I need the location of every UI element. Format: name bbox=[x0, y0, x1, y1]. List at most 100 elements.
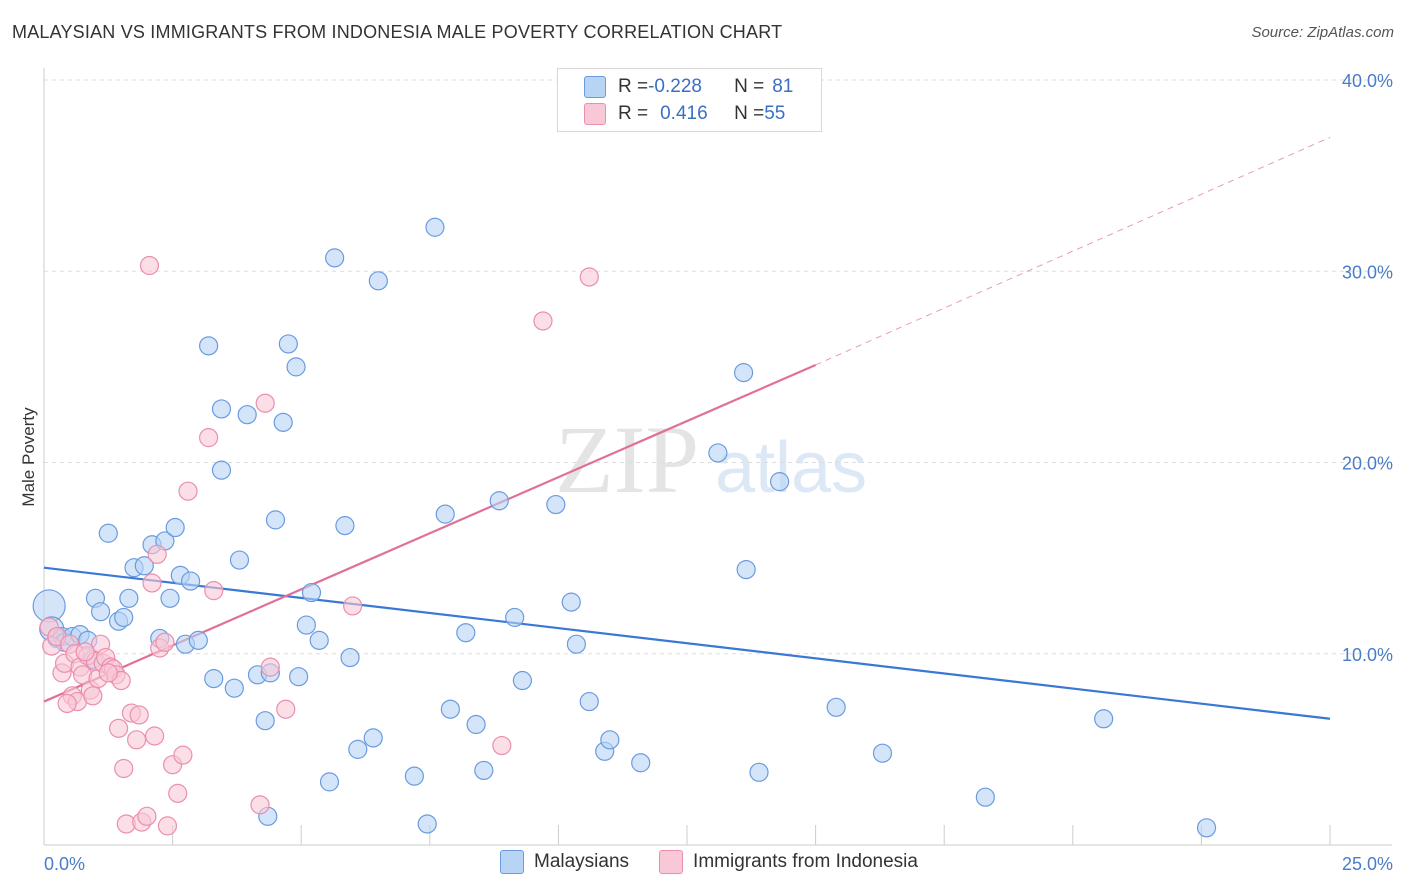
point-malaysians bbox=[119, 588, 139, 608]
point-malaysians bbox=[435, 504, 455, 524]
point-indonesia bbox=[276, 699, 296, 719]
point-malaysians bbox=[505, 607, 525, 628]
point-indonesia bbox=[250, 795, 270, 815]
y-tick-label: 10.0% bbox=[1342, 645, 1393, 665]
point-indonesia bbox=[173, 745, 193, 765]
point-malaysians bbox=[579, 691, 599, 712]
point-indonesia bbox=[178, 481, 198, 501]
legend-label-malaysians: Malaysians bbox=[534, 851, 630, 872]
legend-item-malaysians: Malaysians bbox=[500, 850, 629, 874]
point-indonesia bbox=[142, 573, 162, 593]
series-legend: Malaysians Immigrants from Indonesia bbox=[500, 850, 948, 874]
legend-row-indonesia: R = 0.416 N = 55 bbox=[584, 101, 785, 127]
point-malaysians bbox=[114, 607, 134, 628]
point-malaysians bbox=[199, 336, 219, 356]
point-malaysians bbox=[425, 217, 445, 237]
point-malaysians bbox=[90, 602, 111, 622]
point-malaysians bbox=[204, 669, 224, 689]
point-malaysians bbox=[188, 630, 208, 650]
point-malaysians bbox=[440, 699, 460, 719]
point-malaysians bbox=[340, 647, 360, 668]
point-indonesia bbox=[533, 311, 553, 331]
legend-swatch-indonesia bbox=[659, 850, 684, 874]
point-malaysians bbox=[733, 363, 754, 383]
point-malaysians bbox=[335, 516, 355, 536]
point-malaysians bbox=[325, 248, 345, 268]
point-malaysians bbox=[286, 357, 306, 377]
point-indonesia bbox=[114, 758, 134, 779]
x-tick-label-min: 0.0% bbox=[44, 854, 85, 874]
point-indonesia bbox=[579, 267, 599, 287]
point-indonesia bbox=[343, 596, 363, 616]
point-malaysians bbox=[319, 772, 340, 792]
point-indonesia bbox=[137, 806, 157, 826]
point-malaysians bbox=[1094, 709, 1114, 729]
point-malaysians bbox=[826, 697, 846, 717]
point-malaysians bbox=[98, 523, 118, 543]
chart-title: MALAYSIAN VS IMMIGRANTS FROM INDONESIA M… bbox=[12, 22, 783, 42]
point-malaysians bbox=[363, 728, 383, 748]
point-malaysians bbox=[489, 491, 509, 511]
point-malaysians bbox=[368, 271, 388, 291]
y-tick-label: 30.0% bbox=[1342, 262, 1393, 282]
point-malaysians bbox=[736, 559, 756, 580]
point-malaysians bbox=[474, 760, 494, 781]
legend-swatch-malaysians bbox=[500, 850, 524, 874]
y-axis-title: Male Poverty bbox=[19, 407, 38, 507]
point-malaysians bbox=[749, 762, 769, 782]
point-malaysians bbox=[631, 753, 651, 773]
point-malaysians bbox=[404, 766, 424, 786]
point-malaysians bbox=[265, 510, 286, 530]
point-indonesia bbox=[199, 428, 219, 448]
point-malaysians bbox=[211, 460, 232, 480]
point-malaysians bbox=[872, 743, 893, 763]
point-indonesia bbox=[155, 632, 175, 652]
point-malaysians bbox=[165, 517, 185, 538]
watermark-zip: ZIP bbox=[555, 406, 699, 513]
point-malaysians bbox=[255, 711, 275, 731]
point-malaysians bbox=[512, 670, 532, 691]
point-malaysians bbox=[566, 634, 587, 654]
legend-r-value: -0.228 bbox=[648, 76, 702, 97]
legend-swatch-pink bbox=[584, 103, 606, 125]
point-indonesia bbox=[204, 581, 224, 601]
legend-n-label: N = bbox=[734, 103, 765, 124]
point-malaysians bbox=[975, 787, 995, 807]
legend-n-value: 81 bbox=[772, 76, 794, 97]
point-indonesia bbox=[147, 544, 167, 564]
point-malaysians bbox=[309, 630, 329, 650]
watermark: ZIP atlas bbox=[555, 406, 867, 513]
point-malaysians bbox=[296, 615, 316, 635]
point-indonesia bbox=[129, 705, 149, 725]
trendline-indonesia-extension bbox=[815, 136, 1331, 366]
point-malaysians bbox=[769, 472, 790, 492]
point-malaysians bbox=[561, 592, 581, 612]
point-malaysians bbox=[237, 405, 257, 425]
point-indonesia bbox=[144, 726, 165, 746]
y-tick-label: 20.0% bbox=[1342, 454, 1393, 474]
point-malaysians bbox=[417, 814, 437, 834]
legend-n-label: N = bbox=[734, 76, 765, 97]
legend-swatch-blue bbox=[584, 76, 606, 98]
point-malaysians bbox=[273, 412, 293, 432]
point-indonesia bbox=[83, 686, 103, 706]
point-indonesia bbox=[255, 393, 275, 413]
point-malaysians bbox=[229, 550, 250, 570]
point-indonesia bbox=[260, 657, 280, 677]
point-malaysians bbox=[466, 714, 486, 735]
point-indonesia bbox=[98, 663, 118, 683]
point-indonesia bbox=[57, 693, 77, 714]
x-tick-label-max: 25.0% bbox=[1342, 854, 1393, 874]
legend-r-label: R = bbox=[618, 103, 649, 124]
legend-row-malaysians: R = -0.228 N = 81 bbox=[584, 74, 793, 100]
point-malaysians bbox=[160, 588, 180, 608]
point-indonesia bbox=[139, 255, 160, 276]
point-indonesia bbox=[168, 783, 188, 803]
source-label: Source: ZipAtlas.com bbox=[1251, 24, 1394, 41]
legend-item-indonesia: Immigrants from Indonesia bbox=[659, 850, 918, 874]
legend-r-value: 0.416 bbox=[660, 103, 708, 124]
y-tick-label: 40.0% bbox=[1342, 71, 1393, 91]
watermark-atlas: atlas bbox=[715, 428, 867, 508]
point-malaysians bbox=[134, 556, 154, 576]
point-malaysians bbox=[211, 399, 232, 419]
